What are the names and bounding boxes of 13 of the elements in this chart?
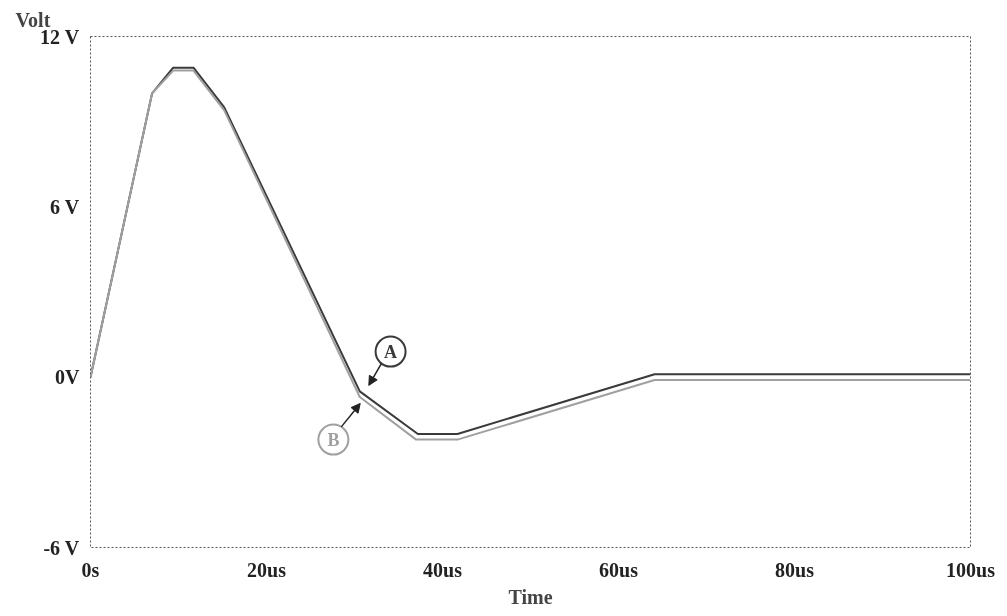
x-axis-title: Time xyxy=(508,585,553,608)
series-label: A xyxy=(384,341,398,362)
x-tick-label: 100us xyxy=(946,558,996,581)
x-tick-label: 60us xyxy=(599,558,639,581)
x-tick-label: 80us xyxy=(775,558,815,581)
x-tick-label: 20us xyxy=(247,558,287,581)
y-tick-label: -6 V xyxy=(43,536,80,559)
text: B xyxy=(327,429,340,450)
x-tick-label: 0s xyxy=(81,558,100,581)
y-tick-label: 6 V xyxy=(50,195,80,218)
y-tick-label: 0V xyxy=(55,366,81,389)
x-tick-label: 40us xyxy=(423,558,463,581)
y-axis-title: Volt xyxy=(15,8,51,31)
